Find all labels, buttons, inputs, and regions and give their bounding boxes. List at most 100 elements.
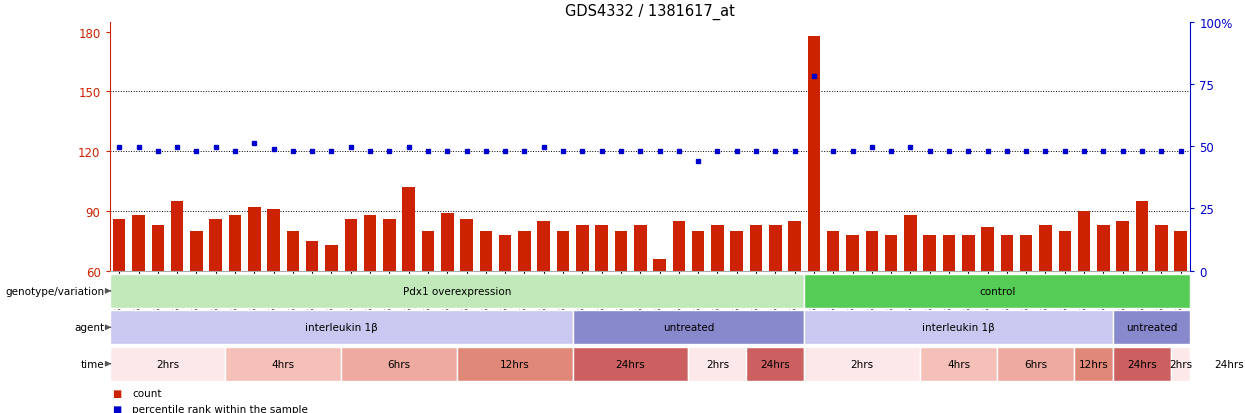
Text: interleukin 1β: interleukin 1β: [923, 323, 995, 332]
Bar: [1074, 347, 1113, 381]
Text: Pdx1 overexpression: Pdx1 overexpression: [402, 286, 512, 296]
Bar: [152, 225, 164, 271]
Text: 24hrs: 24hrs: [1214, 359, 1244, 369]
Bar: [248, 207, 260, 271]
Bar: [479, 231, 492, 271]
Bar: [731, 231, 743, 271]
Text: 4hrs: 4hrs: [271, 359, 295, 369]
Bar: [997, 347, 1074, 381]
Bar: [1020, 235, 1032, 271]
Text: count: count: [132, 388, 162, 398]
Bar: [325, 245, 337, 271]
Text: 24hrs: 24hrs: [761, 359, 791, 369]
Bar: [1078, 211, 1091, 271]
Bar: [345, 219, 357, 271]
Bar: [190, 231, 203, 271]
Bar: [847, 235, 859, 271]
Bar: [1190, 347, 1245, 381]
Text: 2hrs: 2hrs: [1169, 359, 1193, 369]
Bar: [769, 225, 782, 271]
Bar: [827, 231, 839, 271]
Bar: [499, 235, 512, 271]
Bar: [286, 231, 299, 271]
Text: percentile rank within the sample: percentile rank within the sample: [132, 404, 308, 413]
Text: genotype/variation: genotype/variation: [5, 286, 105, 296]
Bar: [672, 221, 685, 271]
Bar: [1058, 231, 1071, 271]
Bar: [711, 225, 723, 271]
Text: interleukin 1β: interleukin 1β: [305, 323, 377, 332]
Bar: [576, 225, 589, 271]
Bar: [557, 231, 569, 271]
Bar: [132, 215, 144, 271]
Text: ■: ■: [112, 388, 121, 398]
Bar: [1001, 235, 1013, 271]
Bar: [747, 347, 804, 381]
Bar: [924, 235, 936, 271]
Bar: [1113, 311, 1190, 344]
Text: 2hrs: 2hrs: [156, 359, 179, 369]
Bar: [788, 221, 801, 271]
Bar: [209, 219, 222, 271]
Bar: [422, 231, 435, 271]
Bar: [171, 202, 183, 271]
Text: 2hrs: 2hrs: [850, 359, 874, 369]
Bar: [688, 347, 747, 381]
Text: 2hrs: 2hrs: [706, 359, 730, 369]
Bar: [1155, 225, 1168, 271]
Bar: [942, 235, 955, 271]
Bar: [804, 311, 1113, 344]
Bar: [225, 347, 341, 381]
Text: ■: ■: [112, 404, 121, 413]
Bar: [518, 231, 530, 271]
Text: 4hrs: 4hrs: [947, 359, 970, 369]
Bar: [113, 219, 126, 271]
Bar: [364, 215, 376, 271]
Text: 24hrs: 24hrs: [1127, 359, 1157, 369]
Bar: [808, 37, 820, 271]
Bar: [110, 311, 573, 344]
Bar: [573, 347, 688, 381]
Bar: [904, 215, 916, 271]
Bar: [981, 227, 994, 271]
Bar: [962, 235, 975, 271]
Bar: [457, 347, 573, 381]
Text: 12hrs: 12hrs: [500, 359, 529, 369]
Bar: [268, 209, 280, 271]
Bar: [920, 347, 997, 381]
Bar: [1174, 231, 1186, 271]
Bar: [461, 219, 473, 271]
Text: 24hrs: 24hrs: [616, 359, 645, 369]
Bar: [538, 221, 550, 271]
Text: 6hrs: 6hrs: [387, 359, 411, 369]
Bar: [749, 225, 762, 271]
Bar: [573, 311, 804, 344]
Bar: [865, 231, 878, 271]
Bar: [383, 219, 396, 271]
Bar: [402, 188, 415, 271]
Text: control: control: [979, 286, 1016, 296]
Bar: [595, 225, 608, 271]
Bar: [306, 241, 319, 271]
Text: agent: agent: [73, 323, 105, 332]
Text: untreated: untreated: [1125, 323, 1178, 332]
Bar: [1113, 347, 1170, 381]
Bar: [1117, 221, 1129, 271]
Bar: [1170, 347, 1190, 381]
Bar: [654, 259, 666, 271]
Bar: [692, 231, 705, 271]
Bar: [1097, 225, 1109, 271]
Text: untreated: untreated: [662, 323, 715, 332]
Bar: [110, 347, 225, 381]
Bar: [229, 215, 242, 271]
Bar: [804, 274, 1190, 308]
Bar: [341, 347, 457, 381]
Bar: [110, 274, 804, 308]
Bar: [634, 225, 646, 271]
Bar: [1135, 202, 1148, 271]
Bar: [441, 214, 453, 271]
Bar: [804, 347, 920, 381]
Text: time: time: [81, 359, 105, 369]
Bar: [1040, 225, 1052, 271]
Title: GDS4332 / 1381617_at: GDS4332 / 1381617_at: [565, 4, 735, 20]
